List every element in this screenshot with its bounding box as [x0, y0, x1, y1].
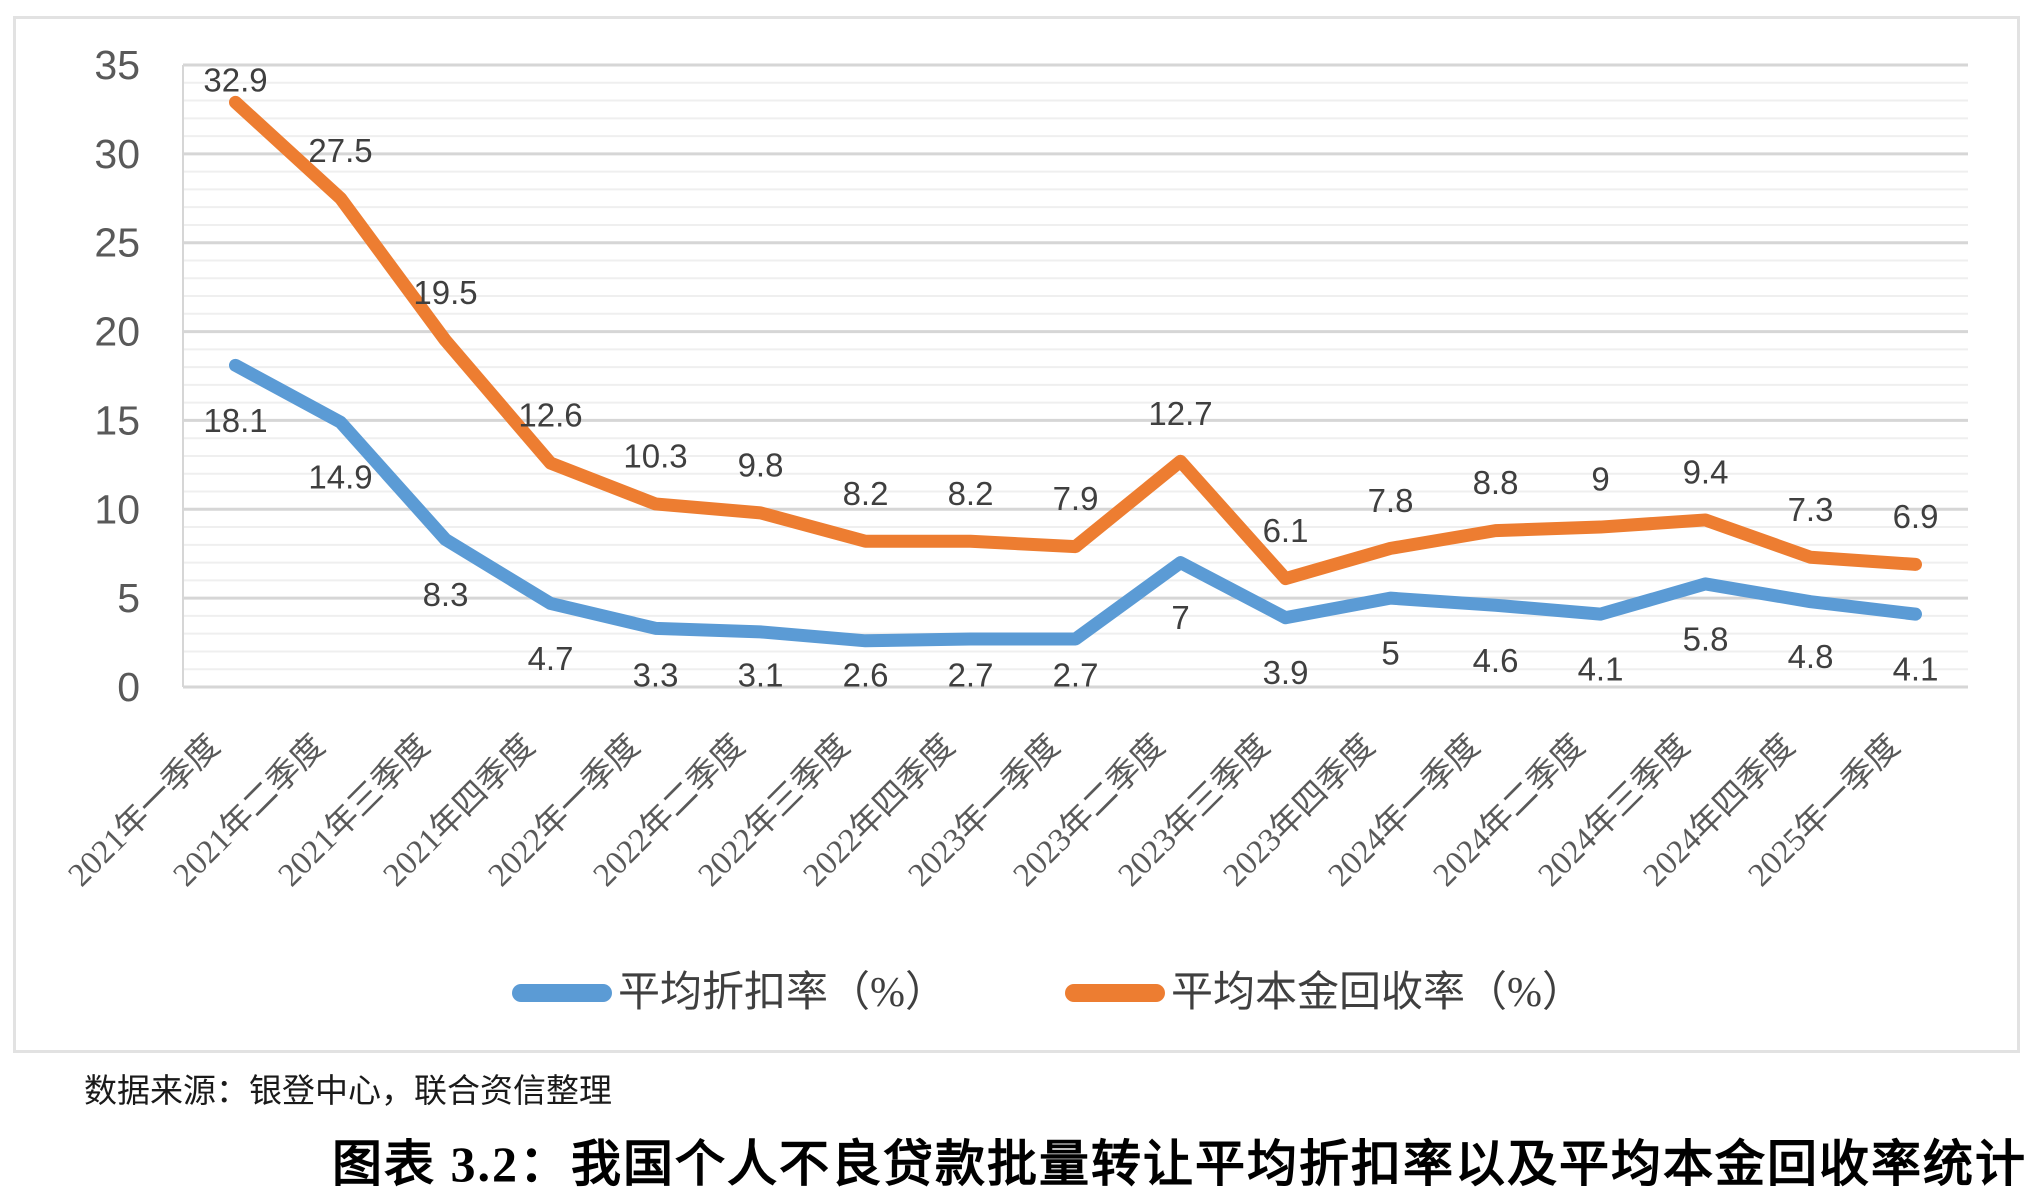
svg-text:10: 10: [94, 486, 140, 532]
svg-text:35: 35: [94, 42, 140, 88]
legend-item-recovery-rate: 平均本金回收率（%）: [1065, 972, 1584, 1014]
svg-text:4.1: 4.1: [1893, 651, 1939, 688]
svg-text:9.8: 9.8: [738, 446, 784, 483]
svg-text:0: 0: [117, 664, 140, 710]
svg-text:14.9: 14.9: [308, 459, 372, 496]
svg-text:7.8: 7.8: [1368, 482, 1414, 519]
svg-text:30: 30: [94, 131, 140, 177]
svg-text:5: 5: [1381, 635, 1399, 672]
svg-text:4.8: 4.8: [1788, 638, 1834, 675]
x-axis-category-labels: 2021年一季度2021年二季度2021年三季度2021年四季度2022年一季度…: [61, 727, 1907, 893]
legend-swatch-discount-rate: [512, 984, 612, 1002]
legend-label-recovery-rate: 平均本金回收率（%）: [1171, 970, 1584, 1016]
major-gridlines: [183, 63, 1968, 689]
svg-text:8.2: 8.2: [843, 475, 889, 512]
svg-text:18.1: 18.1: [203, 402, 267, 439]
svg-text:10.3: 10.3: [623, 437, 687, 474]
data-labels-series-0: 18.1 14.9 8.3 4.7 3.3 3.1 2.6 2.7 2.7 7 3.9 5 4.6 4.1…: [203, 402, 1938, 694]
svg-text:2.6: 2.6: [843, 657, 889, 694]
legend-swatch-recovery-rate: [1065, 984, 1165, 1002]
svg-text:3.3: 3.3: [633, 657, 679, 694]
data-labels-series-1: 32.9 27.5 19.5 12.6 10.3 9.8 8.2 8.2 7.9 12.7 6.1 7…: [203, 62, 1938, 550]
svg-text:4.1: 4.1: [1578, 651, 1624, 688]
y-axis-tick-labels: 0 5 10 15 20 25 30 35: [94, 42, 140, 710]
legend-item-discount-rate: 平均折扣率（%）: [512, 972, 947, 1014]
svg-text:2.7: 2.7: [1053, 657, 1099, 694]
svg-text:7: 7: [1171, 599, 1189, 636]
svg-text:8.8: 8.8: [1473, 464, 1519, 501]
svg-text:5: 5: [117, 575, 140, 621]
svg-text:3.1: 3.1: [738, 657, 784, 694]
svg-text:32.9: 32.9: [203, 62, 267, 99]
svg-text:4.7: 4.7: [528, 640, 574, 677]
svg-text:20: 20: [94, 309, 140, 355]
svg-text:8.3: 8.3: [423, 576, 469, 613]
svg-text:5.8: 5.8: [1683, 620, 1729, 657]
series-line-0: [229, 358, 1922, 648]
svg-text:7.9: 7.9: [1053, 480, 1099, 517]
svg-text:8.2: 8.2: [948, 475, 994, 512]
data-source-note: 数据来源：银登中心，联合资信整理: [84, 1074, 612, 1110]
svg-text:27.5: 27.5: [308, 132, 372, 169]
svg-text:6.9: 6.9: [1893, 498, 1939, 535]
svg-text:4.6: 4.6: [1473, 642, 1519, 679]
svg-text:12.7: 12.7: [1148, 395, 1212, 432]
svg-text:9: 9: [1591, 461, 1609, 498]
chart-legend: 平均折扣率（%） 平均本金回收率（%）: [0, 972, 2036, 1014]
series-line-1: [229, 95, 1922, 586]
svg-text:19.5: 19.5: [413, 274, 477, 311]
svg-text:3.9: 3.9: [1263, 654, 1309, 691]
legend-label-discount-rate: 平均折扣率（%）: [618, 970, 947, 1016]
svg-text:6.1: 6.1: [1263, 512, 1309, 549]
svg-text:12.6: 12.6: [518, 397, 582, 434]
chart-caption: 图表 3.2：我国个人不良贷款批量转让平均折扣率以及平均本金回收率统计: [332, 1136, 2027, 1192]
svg-text:2.7: 2.7: [948, 657, 994, 694]
svg-text:9.4: 9.4: [1683, 453, 1729, 490]
svg-text:15: 15: [94, 397, 140, 443]
svg-text:25: 25: [94, 220, 140, 266]
svg-text:7.3: 7.3: [1788, 491, 1834, 528]
